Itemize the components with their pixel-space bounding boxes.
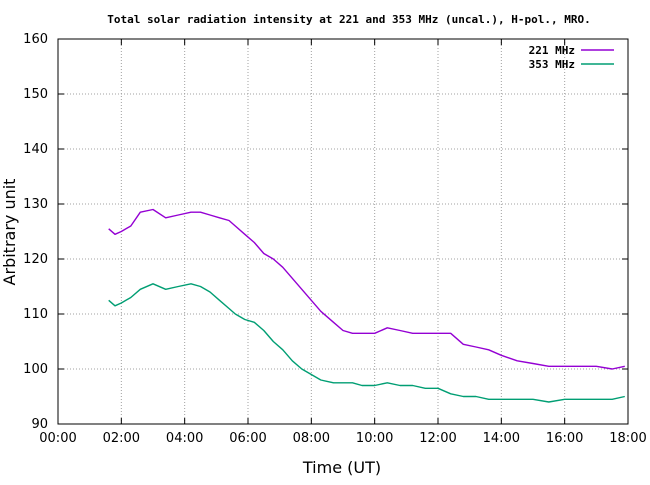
tick-layer: 00:00 02:00 04:00 06:00 08:00 10:00 12:00 14:00…	[23, 32, 647, 446]
legend-label-221mhz: 221 MHz	[529, 44, 575, 57]
y-tick-label: 110	[23, 307, 48, 322]
x-tick-label: 10:00	[356, 431, 393, 446]
plot-frame	[57, 38, 629, 425]
x-tick-label: 06:00	[229, 431, 266, 446]
x-tick-label: 00:00	[39, 431, 76, 446]
x-tick-label: 14:00	[483, 431, 520, 446]
y-tick-label: 140	[23, 142, 48, 157]
y-tick-label: 130	[23, 197, 48, 212]
y-axis-label: Arbitrary unit	[0, 179, 19, 286]
x-tick-label: 08:00	[293, 431, 330, 446]
series-line-221mhz	[108, 208, 625, 370]
x-tick-label: 12:00	[419, 431, 456, 446]
y-tick-label: 150	[23, 87, 48, 102]
y-tick-label: 160	[23, 32, 48, 47]
legend: 221 MHz 353 MHz	[529, 44, 614, 71]
x-tick-label: 18:00	[609, 431, 646, 446]
x-tick-label: 16:00	[546, 431, 583, 446]
chart-title: Total solar radiation intensity at 221 a…	[107, 13, 590, 26]
x-tick-label: 04:00	[166, 431, 203, 446]
grid	[58, 39, 628, 424]
series-line-353mhz	[108, 283, 625, 403]
x-tick-label: 02:00	[103, 431, 140, 446]
legend-label-353mhz: 353 MHz	[529, 58, 575, 71]
y-tick-label: 120	[23, 252, 48, 267]
x-axis-label: Time (UT)	[302, 458, 381, 477]
series-layer	[108, 208, 625, 403]
y-tick-label: 90	[31, 417, 48, 432]
y-tick-label: 100	[23, 362, 48, 377]
